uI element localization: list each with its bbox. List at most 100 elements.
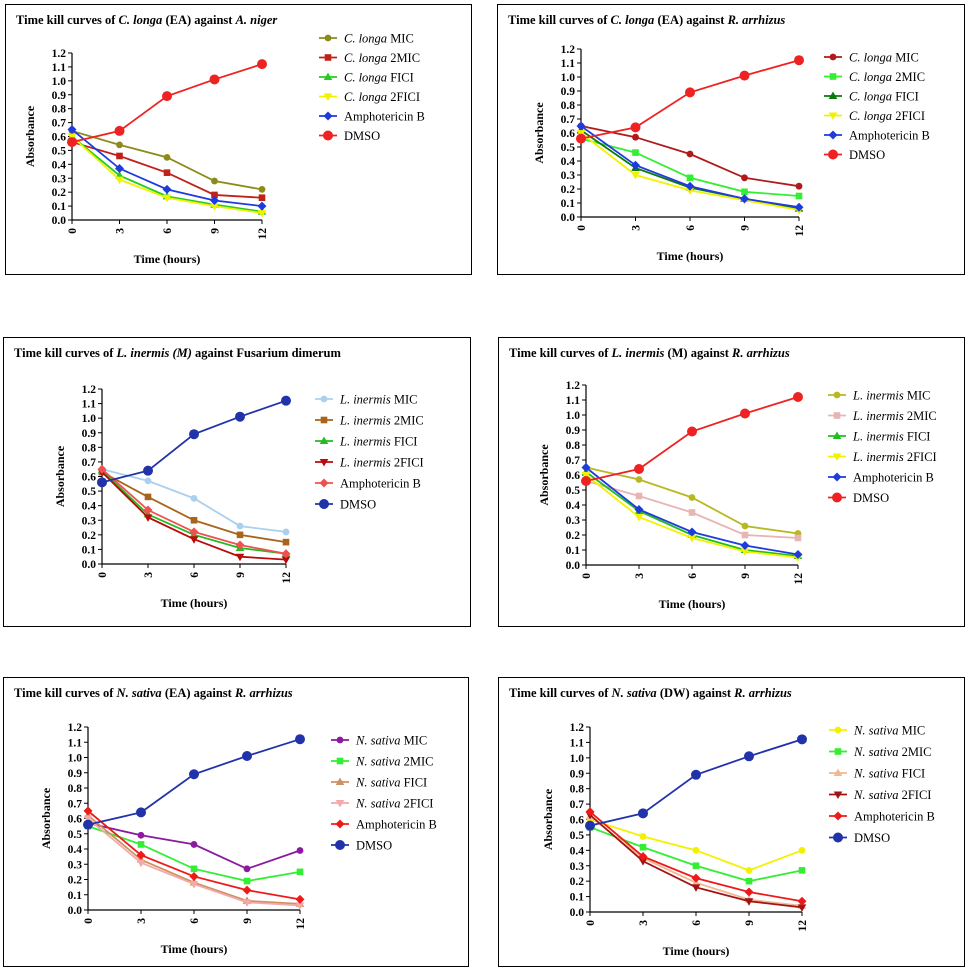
legend-label: N. sativa MIC: [355, 734, 427, 748]
x-tick-label: 3: [638, 920, 650, 926]
data-point: [576, 121, 586, 131]
data-point: [243, 877, 251, 885]
series-line: [101, 399, 287, 484]
data-point: [189, 871, 199, 881]
data-point: [257, 210, 267, 218]
y-tick-label: 0.7: [566, 455, 581, 467]
x-tick-label: 3: [115, 228, 127, 234]
data-point: [639, 843, 647, 851]
x-tick-label: 3: [143, 572, 155, 578]
series-line: [589, 738, 803, 827]
legend-label: DMSO: [340, 498, 376, 512]
data-point: [116, 152, 123, 160]
legend-item: L. inermis 2MIC: [828, 409, 937, 423]
chart-panel-l-inermis-r-arrhizus: Time kill curves of L. inermis (M) again…: [498, 337, 965, 627]
legend-label: C. longa 2MIC: [344, 51, 420, 65]
y-tick-label: 1.2: [570, 722, 585, 734]
y-tick-label: 0.2: [68, 875, 83, 887]
y-tick-label: 1.1: [561, 58, 576, 70]
data-point: [189, 536, 199, 544]
legend-swatch-marker: [335, 777, 345, 785]
x-tick-label: 9: [744, 920, 756, 926]
data-point: [83, 806, 93, 816]
y-tick-label: 0.3: [52, 173, 67, 185]
legend-label: C. longa 2FICI: [344, 90, 420, 104]
x-axis-title: Time (hours): [161, 596, 228, 610]
data-point: [794, 202, 804, 212]
series-c-longa-fici: [576, 125, 804, 212]
x-axis-title: Time (hours): [659, 597, 726, 611]
series-n-sativa-fici: [83, 810, 305, 907]
data-point: [631, 172, 640, 180]
chart-title: Time kill curves of C. longa (EA) agains…: [508, 13, 786, 27]
series-amphotericin-b: [581, 463, 803, 559]
y-axis-title: Absorbance: [541, 788, 555, 850]
data-point: [740, 194, 749, 204]
legend-label: Amphotericin B: [854, 810, 935, 824]
data-point: [235, 411, 245, 422]
series-n-sativa-2fici: [83, 815, 305, 910]
data-point: [282, 538, 290, 546]
series-amphotericin-b: [585, 807, 807, 906]
legend-item: N. sativa FICI: [331, 776, 427, 790]
data-point: [798, 846, 806, 854]
data-point: [793, 550, 803, 559]
data-point: [687, 527, 697, 537]
y-tick-label: 0.9: [570, 768, 585, 780]
y-tick-label: 0.0: [68, 905, 83, 917]
data-point: [631, 160, 640, 170]
y-axis-title: Absorbance: [532, 102, 546, 164]
data-point: [741, 531, 749, 539]
data-point: [296, 847, 304, 854]
data-point: [235, 553, 245, 562]
data-point: [581, 472, 591, 480]
series-dmso: [576, 55, 804, 144]
data-point: [235, 540, 245, 550]
legend-label: N. sativa 2FICI: [355, 797, 433, 811]
data-point: [162, 91, 172, 102]
data-point: [190, 865, 198, 873]
y-axis-title: Absorbance: [53, 445, 67, 507]
legend-swatch-marker: [829, 73, 837, 80]
data-point: [143, 514, 153, 522]
series-line: [580, 59, 800, 140]
y-tick-label: 0.6: [52, 132, 67, 144]
data-point: [116, 141, 123, 149]
x-axis-title: Time (hours): [161, 942, 228, 956]
legend-swatch-marker: [323, 111, 333, 121]
y-tick-label: 0.8: [570, 784, 585, 796]
data-point: [211, 177, 218, 185]
y-tick-label: 0.8: [566, 440, 581, 452]
data-point: [257, 201, 267, 211]
x-tick-label: 0: [581, 573, 593, 579]
data-point: [797, 734, 807, 745]
data-point: [638, 858, 648, 866]
y-tick-label: 1.2: [68, 722, 83, 734]
data-point: [634, 514, 644, 522]
y-tick-label: 0.5: [570, 830, 585, 842]
legend-label: Amphotericin B: [340, 477, 421, 491]
y-tick-label: 0.5: [566, 485, 581, 497]
y-tick-label: 0.0: [570, 907, 585, 919]
legend-swatch-marker: [828, 149, 838, 160]
y-tick-label: 0.2: [82, 530, 97, 542]
y-tick-label: 0.0: [82, 559, 97, 571]
series-dmso: [585, 734, 807, 831]
data-point: [632, 149, 639, 156]
chart-plot: 0.0 0.1 0.2 0.3 0.4 0.5 0.6 0.7 0.8 0.9 1.0 1.1 1.2 0…: [537, 380, 937, 611]
y-tick-label: 0.3: [68, 859, 83, 871]
data-point: [67, 125, 77, 135]
chart-plot: 0.0 0.1 0.2 0.3 0.4 0.5 0.6 0.7 0.8 0.9 1.0 1.1 1.2 0…: [532, 44, 930, 263]
series-amphotericin-b: [576, 121, 804, 212]
legend-item: L. inermis FICI: [315, 435, 417, 449]
data-point: [295, 734, 305, 745]
data-point: [686, 150, 694, 158]
legend-label: L. inermis FICI: [339, 435, 417, 449]
legend-label: DMSO: [344, 129, 380, 143]
data-point: [687, 426, 697, 437]
legend-label: DMSO: [849, 148, 885, 162]
x-tick-label: 9: [235, 572, 247, 578]
y-tick-label: 1.1: [68, 737, 83, 749]
data-point: [692, 862, 700, 870]
series-line: [585, 396, 799, 482]
